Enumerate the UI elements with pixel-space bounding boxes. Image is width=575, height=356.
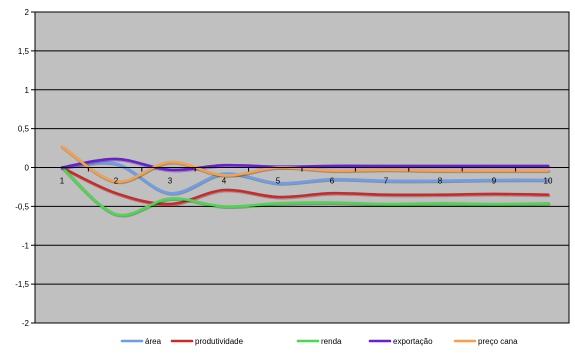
series-3-line	[60, 166, 550, 217]
y-tick-label: -1,5	[15, 280, 29, 289]
x-tick-label: 2	[114, 177, 119, 186]
legend-label: área	[145, 337, 162, 346]
y-tick-label: -1	[22, 241, 30, 250]
x-tick-label: 3	[168, 177, 173, 186]
y-tick-label: 0	[25, 164, 30, 173]
y-tick-label: 0,5	[18, 125, 30, 134]
legend: área produtividade renda exportação preço ca…	[120, 337, 518, 346]
gridlines	[35, 50, 569, 285]
legend-label: preço cana	[478, 337, 518, 346]
y-axis: 2 1,5 1 0,5 0 -0,5 -1 -1,5 -2	[15, 8, 35, 328]
series-1-line	[60, 161, 550, 195]
series-4-line	[60, 157, 550, 172]
legend-label: renda	[321, 337, 342, 346]
series-2-line	[60, 166, 550, 206]
y-tick-label: 1,5	[18, 47, 30, 56]
legend-label: exportação	[393, 337, 433, 346]
y-tick-label: 2	[25, 8, 30, 17]
legend-label: produtividade	[195, 337, 244, 346]
x-tick-label: 8	[438, 177, 443, 186]
y-tick-label: 1	[25, 86, 30, 95]
x-tick-label: 9	[492, 177, 497, 186]
x-tick-label: 7	[384, 177, 389, 186]
y-tick-label: -2	[22, 319, 30, 328]
x-tick-label: 4	[222, 177, 227, 186]
x-axis: 1 2 3 4 5 6 7 8 9 10	[34, 167, 570, 186]
y-tick-label: -0,5	[15, 202, 29, 211]
x-tick-label: 1	[60, 177, 65, 186]
x-tick-label: 6	[330, 177, 335, 186]
x-tick-label: 5	[276, 177, 281, 186]
x-tick-label: 10	[544, 177, 553, 186]
